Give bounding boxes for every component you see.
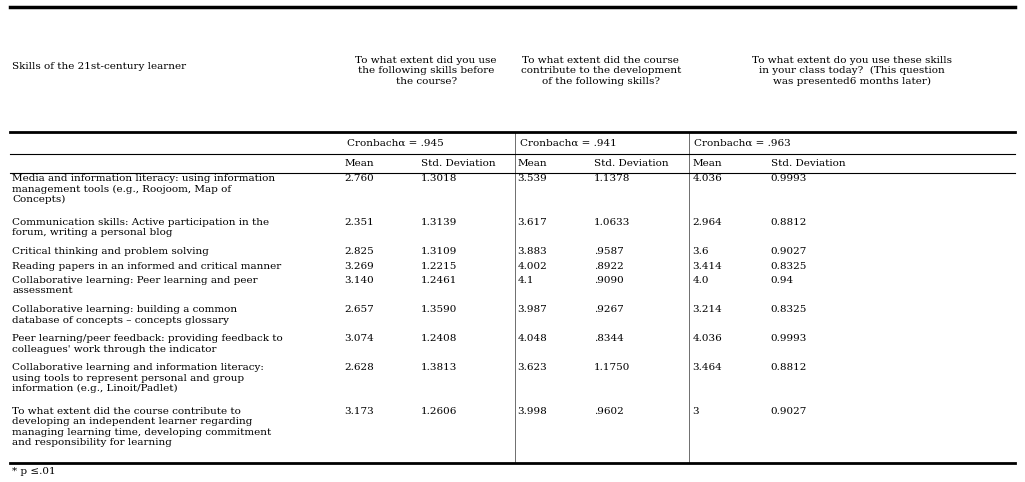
Text: Mean: Mean [344, 159, 374, 168]
Text: 3.6: 3.6 [692, 247, 709, 256]
Text: 0.8325: 0.8325 [771, 262, 807, 270]
Text: 4.036: 4.036 [692, 174, 722, 183]
Text: Mean: Mean [518, 159, 547, 168]
Text: 1.2408: 1.2408 [421, 334, 457, 343]
Text: 1.2461: 1.2461 [421, 276, 457, 285]
Text: 1.2606: 1.2606 [421, 407, 457, 416]
Text: Media and information literacy: using information
management tools (e.g., Roojoo: Media and information literacy: using in… [12, 174, 276, 204]
Text: 0.9027: 0.9027 [771, 247, 807, 256]
Text: Reading papers in an informed and critical manner: Reading papers in an informed and critic… [12, 262, 282, 270]
Text: 0.9993: 0.9993 [771, 174, 807, 183]
Text: Collaborative learning: Peer learning and peer
assessment: Collaborative learning: Peer learning an… [12, 276, 258, 295]
Text: Cronbachα = .941: Cronbachα = .941 [520, 138, 616, 147]
Text: .9587: .9587 [593, 247, 623, 256]
Text: .9267: .9267 [593, 305, 623, 314]
Text: 4.1: 4.1 [518, 276, 534, 285]
Text: To what extent do you use these skills
in your class today?  (This question
was : To what extent do you use these skills i… [752, 56, 952, 86]
Text: 1.1750: 1.1750 [593, 363, 630, 372]
Text: 2.628: 2.628 [344, 363, 374, 372]
Text: .8344: .8344 [593, 334, 623, 343]
Text: Collaborative learning and information literacy:
using tools to represent person: Collaborative learning and information l… [12, 363, 264, 393]
Text: Mean: Mean [692, 159, 722, 168]
Text: Cronbachα = .963: Cronbachα = .963 [694, 138, 791, 147]
Text: 3.998: 3.998 [518, 407, 547, 416]
Text: 2.825: 2.825 [344, 247, 374, 256]
Text: Peer learning/peer feedback: providing feedback to
colleagues' work through the : Peer learning/peer feedback: providing f… [12, 334, 283, 354]
Text: 2.351: 2.351 [344, 218, 374, 227]
Text: 1.3590: 1.3590 [421, 305, 457, 314]
Text: 4.036: 4.036 [692, 334, 722, 343]
Text: 0.8812: 0.8812 [771, 363, 807, 372]
Text: 4.048: 4.048 [518, 334, 547, 343]
Text: 3.214: 3.214 [692, 305, 722, 314]
Text: 2.657: 2.657 [344, 305, 374, 314]
Text: 1.3813: 1.3813 [421, 363, 457, 372]
Text: 0.8325: 0.8325 [771, 305, 807, 314]
Text: 3.883: 3.883 [518, 247, 547, 256]
Text: 4.0: 4.0 [692, 276, 709, 285]
Text: Collaborative learning: building a common
database of concepts – concepts glossa: Collaborative learning: building a commo… [12, 305, 238, 324]
Text: Std. Deviation: Std. Deviation [421, 159, 496, 168]
Text: .9602: .9602 [593, 407, 623, 416]
Text: 1.3018: 1.3018 [421, 174, 457, 183]
Text: Cronbachα = .945: Cronbachα = .945 [346, 138, 444, 147]
Text: 1.1378: 1.1378 [593, 174, 630, 183]
Text: Std. Deviation: Std. Deviation [593, 159, 668, 168]
Text: 3.140: 3.140 [344, 276, 374, 285]
Text: 3.074: 3.074 [344, 334, 374, 343]
Text: 0.8812: 0.8812 [771, 218, 807, 227]
Text: Communication skills: Active participation in the
forum, writing a personal blog: Communication skills: Active participati… [12, 218, 270, 237]
Text: 3.539: 3.539 [518, 174, 547, 183]
Text: Skills of the 21st-century learner: Skills of the 21st-century learner [12, 62, 187, 71]
Text: To what extent did you use
the following skills before
the course?: To what extent did you use the following… [356, 56, 497, 86]
Text: Std. Deviation: Std. Deviation [771, 159, 846, 168]
Text: 0.94: 0.94 [771, 276, 793, 285]
Text: 3: 3 [692, 407, 699, 416]
Text: 1.2215: 1.2215 [421, 262, 457, 270]
Text: 3.269: 3.269 [344, 262, 374, 270]
Text: 1.0633: 1.0633 [593, 218, 630, 227]
Text: 1.3109: 1.3109 [421, 247, 457, 256]
Text: .9090: .9090 [593, 276, 623, 285]
Text: Critical thinking and problem solving: Critical thinking and problem solving [12, 247, 209, 256]
Text: To what extent did the course
contribute to the development
of the following ski: To what extent did the course contribute… [521, 56, 681, 86]
Text: 0.9993: 0.9993 [771, 334, 807, 343]
Text: 3.414: 3.414 [692, 262, 722, 270]
Text: 3.617: 3.617 [518, 218, 547, 227]
Text: 3.623: 3.623 [518, 363, 547, 372]
Text: * p ≤.01: * p ≤.01 [12, 467, 56, 476]
Text: 1.3139: 1.3139 [421, 218, 457, 227]
Text: .8922: .8922 [593, 262, 623, 270]
Text: To what extent did the course contribute to
developing an independent learner re: To what extent did the course contribute… [12, 407, 272, 447]
Text: 3.173: 3.173 [344, 407, 374, 416]
Text: 4.002: 4.002 [518, 262, 547, 270]
Text: 2.964: 2.964 [692, 218, 722, 227]
Text: 3.987: 3.987 [518, 305, 547, 314]
Text: 2.760: 2.760 [344, 174, 374, 183]
Text: 0.9027: 0.9027 [771, 407, 807, 416]
Text: 3.464: 3.464 [692, 363, 722, 372]
